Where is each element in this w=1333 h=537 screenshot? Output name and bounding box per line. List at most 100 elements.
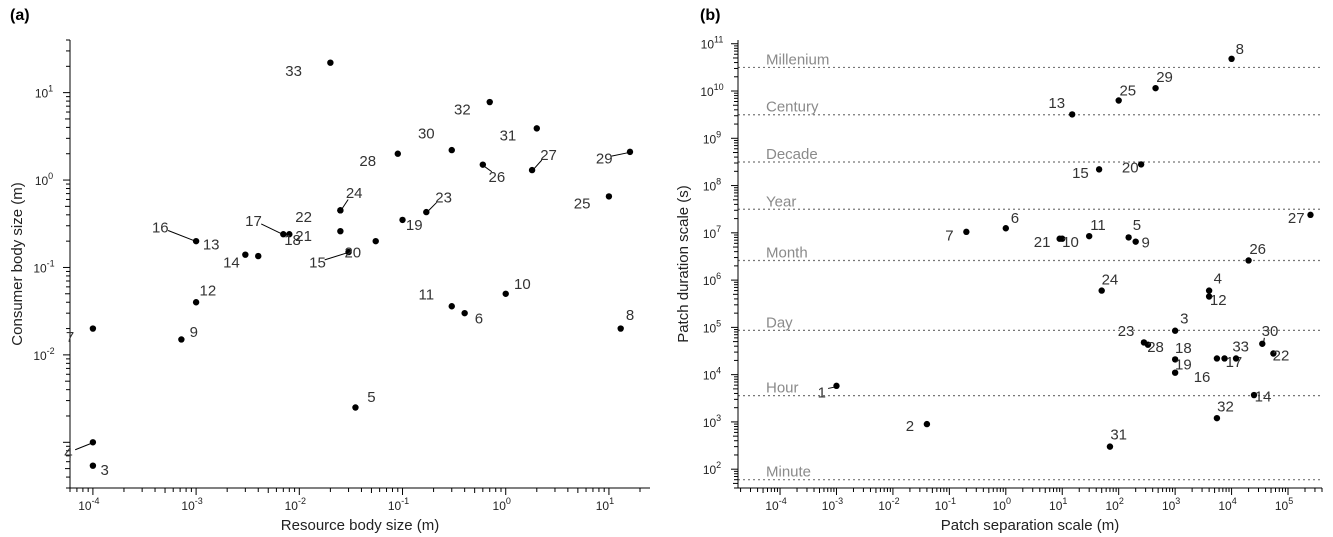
data-point-21	[1056, 235, 1063, 242]
point-label-9: 9	[1141, 234, 1149, 251]
data-point-12	[192, 299, 200, 306]
leader-line-26	[483, 165, 493, 173]
point-label-33: 33	[285, 63, 302, 80]
point-label-23: 23	[435, 190, 452, 207]
data-point-18	[286, 231, 293, 238]
x-tick-label: 10-1	[935, 496, 956, 513]
point-label-30: 30	[418, 125, 435, 142]
point-label-17: 17	[245, 213, 262, 230]
x-tick-label: 10-2	[878, 496, 899, 513]
data-point-27	[1307, 211, 1314, 219]
leader-line-4	[75, 442, 92, 451]
point-label-5: 5	[1133, 217, 1141, 234]
y-tick-label: 103	[703, 413, 721, 430]
reference-label-month: Month	[766, 244, 808, 261]
reference-label-century: Century	[766, 99, 819, 116]
x-tick-label: 101	[1049, 496, 1067, 513]
x-tick-label: 103	[1162, 496, 1180, 513]
data-point-14	[255, 252, 262, 260]
x-tick-label: 104	[1218, 496, 1236, 513]
data-point-32	[486, 98, 493, 106]
data-point-13	[242, 251, 249, 258]
x-tick-label: 10-1	[388, 496, 409, 513]
data-point-16	[1213, 355, 1221, 362]
point-label-14: 14	[223, 254, 240, 271]
data-point-13	[1068, 111, 1076, 118]
point-label-33: 33	[1232, 338, 1249, 355]
data-point-11	[1085, 232, 1093, 240]
data-point-28	[394, 150, 401, 157]
point-label-19: 19	[1175, 356, 1192, 373]
data-point-30	[1259, 340, 1266, 347]
data-point-3	[1171, 327, 1179, 334]
point-label-22: 22	[295, 209, 312, 226]
data-point-15	[345, 248, 352, 256]
point-label-10: 10	[514, 276, 531, 293]
data-point-4	[1205, 287, 1213, 294]
data-point-25	[1115, 97, 1122, 104]
data-point-29	[626, 148, 634, 156]
data-point-17	[280, 231, 287, 238]
data-point-6	[1002, 225, 1010, 232]
data-point-26	[479, 161, 487, 168]
data-point-16	[192, 237, 200, 245]
y-tick-label: 105	[703, 318, 721, 335]
data-point-23	[423, 208, 430, 216]
panel-label: (a)	[10, 7, 30, 24]
point-label-31: 31	[1110, 427, 1127, 444]
data-point-5	[1125, 234, 1132, 241]
x-tick-label: 101	[596, 496, 614, 513]
data-point-14	[1250, 391, 1258, 399]
point-label-13: 13	[1048, 95, 1065, 112]
point-label-25: 25	[1119, 83, 1136, 100]
data-point-5	[352, 404, 359, 411]
point-label-6: 6	[475, 310, 483, 327]
point-label-5: 5	[367, 389, 375, 406]
y-tick-label: 108	[703, 177, 721, 194]
point-label-1: 1	[818, 384, 826, 401]
reference-label-hour: Hour	[766, 380, 799, 397]
x-tick-label: 102	[1106, 496, 1124, 513]
data-point-27	[528, 166, 536, 174]
point-label-29: 29	[1156, 69, 1173, 86]
data-point-33	[327, 59, 334, 66]
data-point-2	[923, 420, 931, 428]
point-label-22: 22	[1273, 347, 1290, 364]
y-tick-label: 102	[703, 460, 721, 477]
point-label-18: 18	[284, 232, 301, 249]
point-label-12: 12	[1210, 292, 1227, 309]
point-label-31: 31	[500, 127, 517, 144]
point-label-21: 21	[1034, 234, 1051, 251]
panel-b: (b) Minute Hour Day Month Year Decade Century Mi…	[675, 7, 1323, 534]
y-tick-label: 100	[35, 171, 53, 188]
y-tick-label: 107	[703, 224, 721, 241]
point-label-8: 8	[1236, 41, 1244, 58]
x-tick-label: 10-4	[765, 496, 786, 513]
point-label-21: 21	[295, 228, 312, 245]
y-tick-label: 10-2	[33, 346, 54, 363]
data-point-29	[1152, 84, 1159, 92]
x-tick-label: 10-3	[181, 496, 202, 513]
x-tick-label: 10-4	[78, 496, 99, 513]
data-point-22	[1270, 350, 1277, 357]
data-point-17	[1221, 355, 1228, 362]
reference-label-day: Day	[766, 314, 793, 331]
y-axis-label: Consumer body size (m)	[9, 182, 26, 345]
data-point-7	[89, 325, 97, 332]
point-label-20: 20	[344, 245, 361, 262]
reference-label-minute: Minute	[766, 464, 811, 481]
data-point-9	[1132, 238, 1139, 245]
point-label-24: 24	[1102, 272, 1119, 289]
point-label-10: 10	[1062, 234, 1079, 251]
x-tick-label: 10-2	[285, 496, 306, 513]
point-label-13: 13	[203, 237, 220, 254]
point-label-12: 12	[200, 282, 217, 299]
leader-line-24	[341, 199, 349, 210]
leader-line-27	[533, 159, 543, 170]
point-label-27: 27	[1288, 210, 1305, 227]
data-point-28	[1144, 341, 1152, 348]
leader-line-23	[427, 202, 437, 212]
point-label-11: 11	[419, 287, 435, 304]
data-point-31	[1106, 443, 1114, 450]
